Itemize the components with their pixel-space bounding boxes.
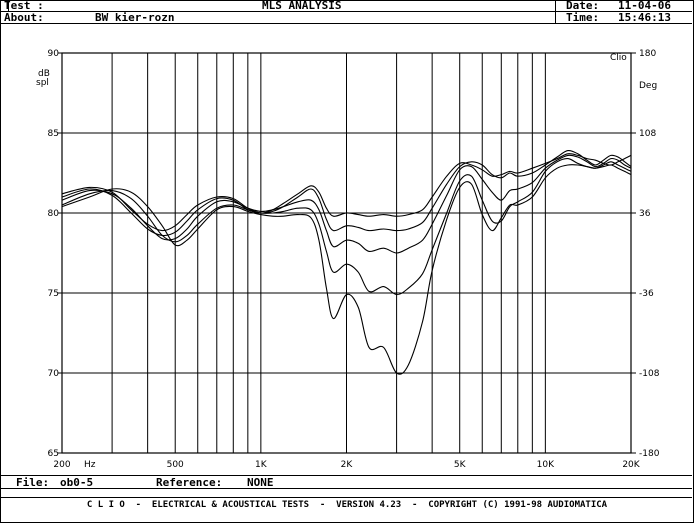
y-tick-label: 75 [48, 289, 59, 299]
footer-divider-3 [1, 497, 692, 498]
page-title: MLS ANALYSIS [262, 0, 342, 12]
test-label: Test : [4, 0, 44, 12]
axis-layer: 200 500 1K 2K 5K 10K 20K 90 85 80 75 70 65 180 108 36 -3… [48, 49, 660, 470]
y2-axis-label: Deg [639, 81, 657, 91]
footer-banner: C L I O - ELECTRICAL & ACOUSTICAL TESTS … [86, 500, 608, 510]
y2-tick-label: 108 [639, 129, 656, 139]
reference-value: NONE [247, 476, 274, 489]
y2-tick-label: -36 [639, 289, 654, 299]
time-label: Time: [566, 11, 600, 24]
header-col-divider-left [8, 0, 9, 11]
series-line-1 [61, 153, 632, 232]
y-axis-label-line-1: dB [38, 69, 50, 79]
x-tick-label: 2K [341, 460, 354, 470]
date-label: Date: [566, 0, 600, 12]
x-axis-label: Hz [84, 460, 96, 470]
y2-tick-label: -108 [639, 369, 660, 379]
x-tick-label: 1K [255, 460, 268, 470]
series-line-2 [61, 149, 632, 237]
y-axis-label-line-2: spl [36, 78, 49, 88]
x-tick-label: 10K [537, 460, 555, 470]
about-value: BW kier-rozn [95, 11, 175, 24]
y-tick-label: 90 [48, 49, 60, 59]
header-divider-1 [1, 11, 692, 12]
series-line-5 [61, 164, 632, 375]
date-value: 11-04-06 [618, 0, 671, 12]
about-label: About: [4, 11, 44, 24]
series-line-3 [61, 154, 632, 254]
y-tick-label: 70 [48, 369, 60, 379]
mls-analysis-chart: 200 500 1K 2K 5K 10K 20K 90 85 80 75 70 65 180 108 36 -3… [36, 49, 660, 470]
y-tick-label: 65 [48, 449, 59, 459]
y2-tick-label: -180 [639, 449, 660, 459]
header-divider-2 [1, 23, 692, 24]
x-tick-label: 20K [622, 460, 640, 470]
file-label: File: [16, 476, 50, 489]
y2-tick-label: 180 [639, 49, 656, 59]
y2-tick-label: 36 [639, 209, 651, 219]
series-line-4 [61, 158, 632, 296]
y-tick-label: 85 [48, 129, 59, 139]
clio-corner-label: Clio [610, 53, 627, 63]
x-tick-label: 5K [454, 460, 467, 470]
y-tick-label: 80 [48, 209, 60, 219]
reference-label: Reference: [156, 476, 223, 489]
series-layer [61, 149, 632, 375]
plot-area-frame [61, 52, 632, 454]
x-tick-label: 500 [167, 460, 184, 470]
time-value: 15:46:13 [618, 11, 671, 24]
file-value: ob0-5 [60, 476, 94, 489]
header-col-divider-right [555, 0, 556, 23]
y-axis-label: dB spl [36, 69, 50, 88]
footer-divider-1 [1, 475, 692, 476]
grid-layer [62, 53, 631, 453]
footer-divider-2 [1, 488, 692, 489]
x-tick-label: 200 [53, 460, 70, 470]
